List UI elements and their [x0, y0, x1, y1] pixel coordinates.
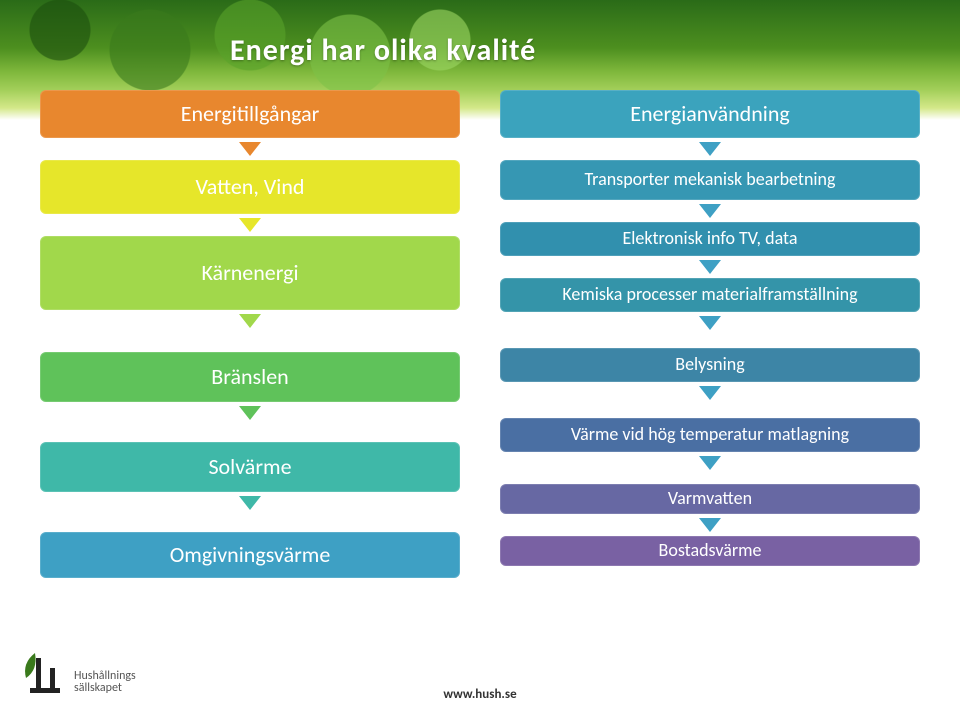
left-bar-1: Vatten, Vind — [40, 160, 460, 214]
left-column: Energitillgångar Vatten, Vind Kärnenergi Br… — [40, 90, 460, 600]
right-arrow-3 — [699, 316, 721, 330]
right-arrow-7 — [699, 570, 721, 584]
right-arrow-2 — [699, 260, 721, 274]
logo: Hushållnings sällskapet — [20, 648, 136, 696]
left-arrow-3 — [239, 406, 261, 420]
left-arrow-0 — [239, 142, 261, 156]
spacer — [40, 514, 460, 532]
logo-text: Hushållnings sällskapet — [74, 670, 136, 694]
left-bar-5: Omgivningsvärme — [40, 532, 460, 578]
right-arrow-1 — [699, 204, 721, 218]
spacer — [500, 404, 920, 418]
left-arrow-2 — [239, 314, 261, 328]
logo-icon — [20, 648, 70, 696]
right-bar-5: Värme vid hög temperatur matlagning — [500, 418, 920, 452]
right-bar-7: Bostadsvärme — [500, 536, 920, 566]
right-arrow-4 — [699, 386, 721, 400]
left-arrow-1 — [239, 218, 261, 232]
spacer — [40, 332, 460, 352]
left-bar-2: Kärnenergi — [40, 236, 460, 310]
right-bar-3: Kemiska processer materialframställning — [500, 278, 920, 312]
right-bar-0: Energianvändning — [500, 90, 920, 138]
right-bar-6: Varmvatten — [500, 484, 920, 514]
footer-url: www.hush.se — [443, 687, 516, 702]
diagram-area: Energitillgångar Vatten, Vind Kärnenergi Br… — [40, 90, 920, 650]
logo-text-bottom: sällskapet — [74, 681, 122, 695]
left-bar-4: Solvärme — [40, 442, 460, 492]
spacer — [500, 474, 920, 484]
right-arrow-5 — [699, 456, 721, 470]
right-arrow-6 — [699, 518, 721, 532]
spacer — [40, 424, 460, 442]
right-arrow-0 — [699, 142, 721, 156]
left-bar-3: Bränslen — [40, 352, 460, 402]
left-arrow-5 — [239, 582, 261, 596]
right-bar-4: Belysning — [500, 348, 920, 382]
right-bar-2: Elektronisk info TV, data — [500, 222, 920, 256]
right-bar-1: Transporter mekanisk bearbetning — [500, 160, 920, 200]
left-bar-0: Energitillgångar — [40, 90, 460, 138]
spacer — [500, 334, 920, 348]
left-arrow-4 — [239, 496, 261, 510]
slide-title: Energi har olika kvalité — [230, 32, 536, 69]
right-column: Energianvändning Transporter mekanisk bea… — [500, 90, 920, 588]
